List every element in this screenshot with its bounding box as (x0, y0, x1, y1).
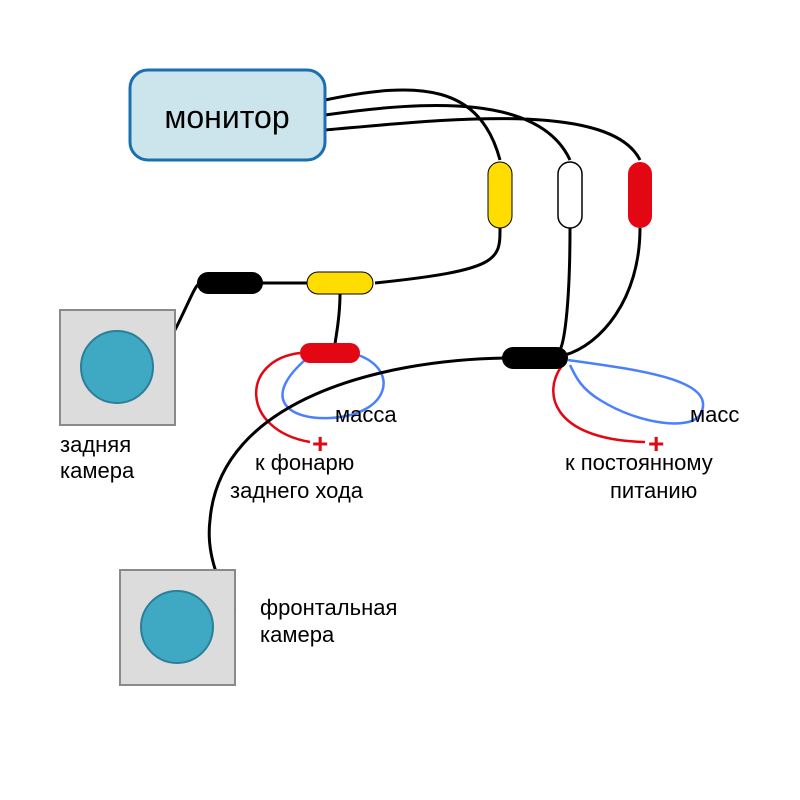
monitor-label: монитор (164, 99, 289, 135)
wire-yellow-down (375, 228, 500, 283)
rear-camera-lens (81, 331, 153, 403)
rear-line1-label: к фонарю (255, 450, 354, 476)
connector-black1 (197, 272, 263, 294)
front-camera-lens (141, 591, 213, 663)
front-mass-label: масс (690, 402, 739, 428)
wire-yellow-to-red (335, 294, 340, 345)
wire-white-down (560, 228, 570, 350)
connector-red2 (628, 162, 652, 228)
connector-yellow2 (488, 162, 512, 228)
front-camera-label1: фронтальная (260, 595, 397, 621)
connector-black2 (502, 347, 568, 369)
connector-yellow1 (307, 272, 373, 294)
wiring-diagram: монитор (0, 0, 800, 800)
rear-mass-label: масса (335, 402, 397, 428)
wire-rear-camera (175, 283, 200, 330)
connector-red1 (300, 343, 360, 363)
wire-front-blue-loop (568, 360, 703, 423)
wire-red-down (565, 228, 640, 355)
front-line2-label: питанию (610, 478, 697, 504)
front-line1-label: к постоянному (565, 450, 713, 476)
front-camera-label2: камера (260, 622, 334, 648)
rear-line2-label: заднего хода (230, 478, 363, 504)
wire-front-red-loop (553, 362, 645, 442)
rear-camera-label2: камера (60, 458, 134, 484)
rear-camera-label1: задняя (60, 432, 131, 458)
connector-white1 (558, 162, 582, 228)
wire-monitor-bundle (325, 90, 640, 160)
